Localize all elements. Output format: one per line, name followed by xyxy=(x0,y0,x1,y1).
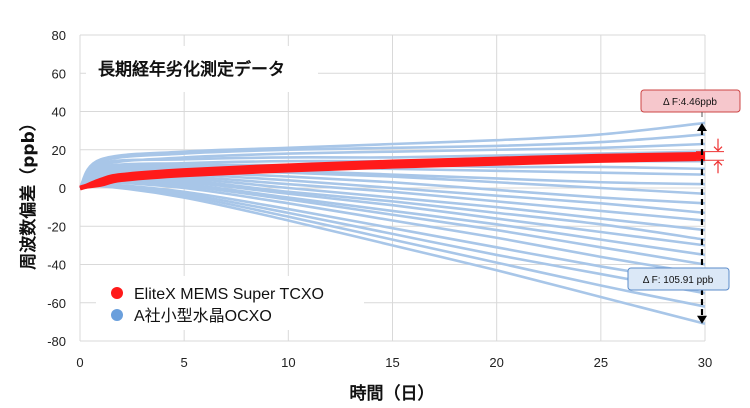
series-line-ocxo-18 xyxy=(79,180,706,276)
chart-ticks: 80 60 40 20 0 -20 -40 -60 -80 0 5 10 15 20 25 30 xyxy=(47,28,712,370)
band-arrow-bottom-head xyxy=(713,160,723,166)
y-tick-label: -60 xyxy=(47,296,66,311)
series-line-elitex-upper xyxy=(79,151,706,190)
y-tick-label: 80 xyxy=(52,28,66,43)
y-tick-label: -40 xyxy=(47,258,66,273)
y-tick-label: 20 xyxy=(52,143,66,158)
series-line-ocxo-1 xyxy=(78,121,706,189)
legend: EliteX MEMS Super TCXO A社小型水晶OCXO xyxy=(96,276,364,330)
chart-annotations: Δ F:4.46ppb Δ F: 105.91 ppb xyxy=(627,89,741,324)
series-line-elitex xyxy=(79,153,706,191)
legend-marker-ocxo xyxy=(111,309,123,321)
y-tick-label: 0 xyxy=(59,181,66,196)
legend-background xyxy=(96,276,364,330)
x-tick-label: 25 xyxy=(594,355,608,370)
series-line-ocxo-9 xyxy=(79,169,706,196)
chart-title: 長期経年劣化測定データ xyxy=(98,59,285,80)
blue-callout-box xyxy=(627,267,730,291)
y-tick-label: 40 xyxy=(52,105,66,120)
chart-lines xyxy=(78,121,706,326)
legend-label-ocxo: A社小型水晶OCXO xyxy=(134,307,272,325)
series-line-ocxo-4 xyxy=(78,150,706,189)
y-tick-label: -20 xyxy=(47,219,66,234)
band-arrow-top-head xyxy=(713,146,723,152)
x-axis-label: 時間（日） xyxy=(350,383,435,404)
range-arrow-top-head xyxy=(697,122,707,131)
title-box xyxy=(86,46,318,92)
series-line-ocxo-20 xyxy=(79,182,706,295)
red-callout-box xyxy=(640,89,741,113)
y-tick-label: 60 xyxy=(52,66,66,81)
x-tick-label: 30 xyxy=(698,355,712,370)
x-tick-label: 0 xyxy=(76,355,83,370)
blue-callout-text: Δ F: 105.91 ppb xyxy=(643,275,714,286)
series-line-ocxo-22 xyxy=(79,184,706,326)
series-line-elitex-lower xyxy=(79,158,706,190)
y-tick-label: -80 xyxy=(47,334,66,349)
x-tick-label: 5 xyxy=(181,355,188,370)
legend-marker-elitex xyxy=(111,287,123,299)
range-arrow-bottom-head xyxy=(697,315,707,324)
legend-label-elitex: EliteX MEMS Super TCXO xyxy=(134,286,324,303)
x-tick-label: 20 xyxy=(489,355,503,370)
x-tick-label: 15 xyxy=(385,355,399,370)
series-line-ocxo-2 xyxy=(78,133,706,189)
x-tick-label: 10 xyxy=(281,355,295,370)
y-axis-label: 周波数偏差（ppb） xyxy=(18,114,39,270)
red-callout-text: Δ F:4.46ppb xyxy=(663,97,717,108)
